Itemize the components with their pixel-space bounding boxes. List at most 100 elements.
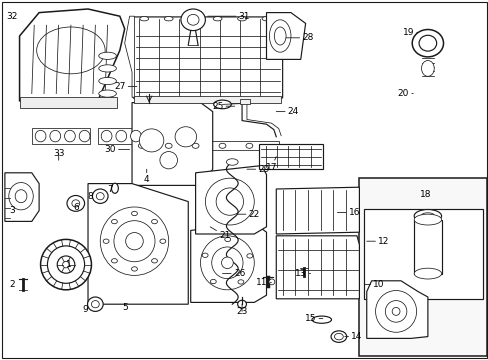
- Ellipse shape: [111, 220, 117, 224]
- Ellipse shape: [202, 253, 208, 257]
- Text: 29: 29: [246, 165, 269, 174]
- Ellipse shape: [99, 65, 116, 72]
- Ellipse shape: [188, 17, 197, 21]
- Ellipse shape: [92, 189, 108, 203]
- Ellipse shape: [37, 27, 105, 74]
- Ellipse shape: [269, 20, 290, 52]
- Ellipse shape: [238, 280, 244, 284]
- Ellipse shape: [211, 247, 243, 279]
- Polygon shape: [32, 128, 90, 144]
- Ellipse shape: [99, 52, 116, 59]
- Ellipse shape: [103, 239, 109, 243]
- Ellipse shape: [130, 130, 141, 142]
- Polygon shape: [132, 103, 212, 185]
- Ellipse shape: [131, 267, 137, 271]
- Bar: [364, 209, 482, 299]
- Ellipse shape: [139, 129, 163, 152]
- Text: 25: 25: [211, 102, 234, 111]
- Text: 22: 22: [237, 210, 260, 219]
- Ellipse shape: [213, 100, 231, 109]
- Ellipse shape: [181, 9, 205, 31]
- Ellipse shape: [334, 333, 343, 340]
- Text: 32: 32: [6, 12, 18, 21]
- Polygon shape: [20, 9, 124, 101]
- Ellipse shape: [391, 307, 399, 315]
- Ellipse shape: [151, 220, 157, 224]
- Ellipse shape: [15, 190, 27, 203]
- Ellipse shape: [57, 256, 75, 273]
- Ellipse shape: [413, 214, 441, 225]
- Ellipse shape: [96, 193, 104, 200]
- Text: 7: 7: [107, 184, 113, 194]
- Ellipse shape: [62, 261, 69, 268]
- Ellipse shape: [200, 236, 254, 290]
- Ellipse shape: [67, 195, 84, 211]
- Text: 12: 12: [366, 237, 389, 246]
- Ellipse shape: [111, 258, 117, 263]
- Ellipse shape: [91, 301, 99, 308]
- Text: 8: 8: [87, 192, 93, 201]
- Ellipse shape: [175, 127, 196, 147]
- Ellipse shape: [50, 130, 61, 142]
- Bar: [134, 96, 281, 103]
- Ellipse shape: [237, 17, 246, 21]
- Text: 4: 4: [143, 169, 149, 184]
- Polygon shape: [259, 144, 322, 169]
- Ellipse shape: [375, 291, 416, 332]
- Ellipse shape: [262, 17, 270, 21]
- FancyBboxPatch shape: [133, 17, 282, 98]
- Ellipse shape: [187, 14, 199, 25]
- Ellipse shape: [47, 246, 84, 283]
- Ellipse shape: [210, 279, 216, 284]
- Polygon shape: [5, 173, 39, 221]
- Ellipse shape: [116, 130, 126, 142]
- Text: 1: 1: [65, 260, 71, 269]
- Ellipse shape: [385, 301, 406, 322]
- Polygon shape: [276, 236, 359, 299]
- Ellipse shape: [138, 143, 145, 148]
- Ellipse shape: [72, 200, 80, 207]
- Ellipse shape: [411, 30, 443, 57]
- Ellipse shape: [164, 17, 173, 21]
- Ellipse shape: [418, 35, 436, 51]
- Polygon shape: [266, 13, 305, 59]
- Polygon shape: [195, 166, 266, 234]
- Ellipse shape: [165, 143, 172, 148]
- Text: 31: 31: [207, 12, 250, 21]
- Ellipse shape: [205, 178, 254, 225]
- Ellipse shape: [213, 17, 222, 21]
- Ellipse shape: [226, 159, 238, 165]
- Text: 13: 13: [294, 269, 310, 278]
- Ellipse shape: [160, 239, 165, 243]
- Text: 23: 23: [236, 304, 247, 316]
- Text: 15: 15: [304, 314, 322, 323]
- Ellipse shape: [79, 130, 90, 142]
- Polygon shape: [366, 281, 427, 338]
- Ellipse shape: [125, 233, 143, 250]
- Text: 33: 33: [53, 149, 64, 160]
- Ellipse shape: [64, 130, 75, 142]
- Ellipse shape: [413, 268, 441, 279]
- Ellipse shape: [114, 221, 155, 262]
- Bar: [413, 220, 441, 274]
- Ellipse shape: [101, 130, 112, 142]
- Ellipse shape: [330, 331, 346, 342]
- Ellipse shape: [99, 90, 116, 97]
- Text: 18: 18: [419, 190, 430, 199]
- Ellipse shape: [421, 60, 433, 76]
- Polygon shape: [190, 223, 266, 302]
- Ellipse shape: [87, 297, 103, 311]
- Polygon shape: [124, 16, 134, 97]
- Polygon shape: [20, 97, 117, 108]
- Polygon shape: [239, 99, 250, 104]
- Ellipse shape: [216, 188, 243, 215]
- Ellipse shape: [111, 183, 118, 193]
- Text: 27: 27: [114, 82, 137, 91]
- Ellipse shape: [131, 211, 137, 216]
- Text: 24: 24: [276, 107, 299, 116]
- Ellipse shape: [41, 239, 91, 290]
- Text: 2: 2: [9, 280, 15, 289]
- Ellipse shape: [246, 254, 252, 258]
- Text: 9: 9: [82, 305, 88, 314]
- Polygon shape: [98, 128, 151, 144]
